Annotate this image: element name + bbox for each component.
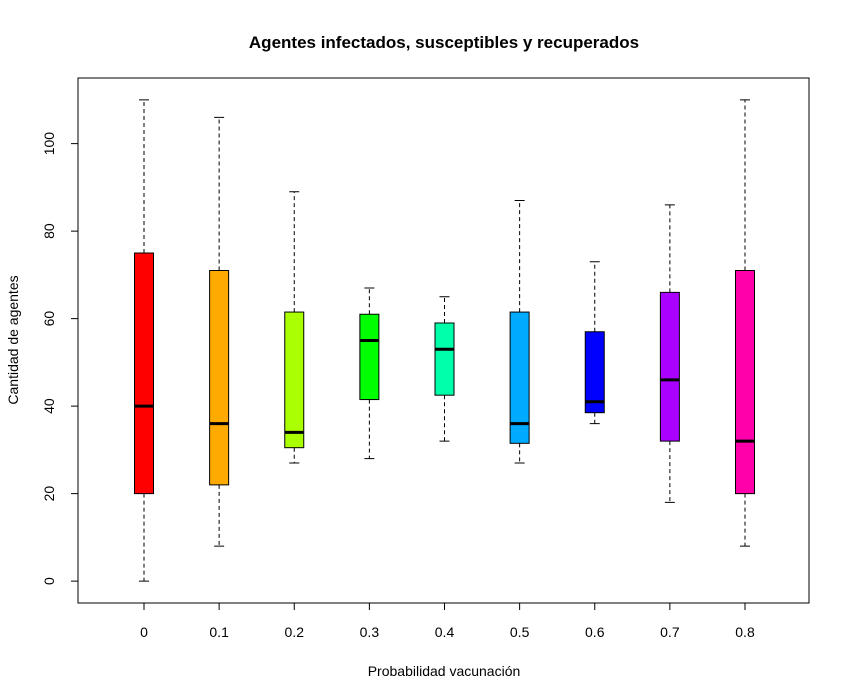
iqr-box (584, 331, 605, 414)
y-tick-label: 100 (41, 132, 57, 156)
x-tick-label: 0.6 (585, 624, 605, 640)
iqr-box (209, 270, 230, 486)
x-axis-label: Probabilidad vacunación (368, 663, 521, 679)
y-tick-label: 0 (41, 577, 57, 585)
y-axis: 0 20 40 60 80 100 (41, 132, 79, 585)
x-tick-label: 0.2 (285, 624, 305, 640)
box-0.2 (284, 191, 305, 464)
x-tick-label: 0.3 (360, 624, 380, 640)
iqr-box (434, 322, 455, 396)
box-0.8 (735, 99, 755, 547)
x-tick-label: 0.8 (735, 624, 755, 640)
iqr-box (509, 311, 530, 444)
y-tick-label: 20 (41, 486, 57, 502)
iqr-box (284, 311, 305, 449)
chart-title: Agentes infectados, susceptibles y recup… (249, 33, 639, 52)
box-0 (134, 99, 154, 582)
x-tick-label: 0.7 (660, 624, 680, 640)
x-tick-label: 0 (140, 624, 148, 640)
iqr-box (735, 270, 755, 495)
box-0.4 (434, 296, 455, 442)
y-tick-label: 60 (41, 311, 57, 327)
box-0.6 (584, 261, 605, 425)
x-tick-label: 0.5 (510, 624, 530, 640)
box-0.5 (509, 200, 530, 464)
iqr-box (134, 252, 154, 495)
box-0.1 (209, 116, 230, 547)
box-0.3 (359, 287, 380, 460)
iqr-box (359, 313, 380, 401)
boxes-group (134, 99, 755, 582)
y-tick-label: 40 (41, 398, 57, 414)
y-tick-label: 80 (41, 223, 57, 239)
x-axis: 0 0.1 0.2 0.3 0.4 0.5 0.6 0.7 0.8 (140, 602, 755, 640)
y-axis-label: Cantidad de agentes (5, 275, 21, 404)
x-tick-label: 0.4 (435, 624, 455, 640)
x-tick-label: 0.1 (209, 624, 229, 640)
iqr-box (659, 291, 680, 442)
box-0.7 (659, 204, 680, 503)
